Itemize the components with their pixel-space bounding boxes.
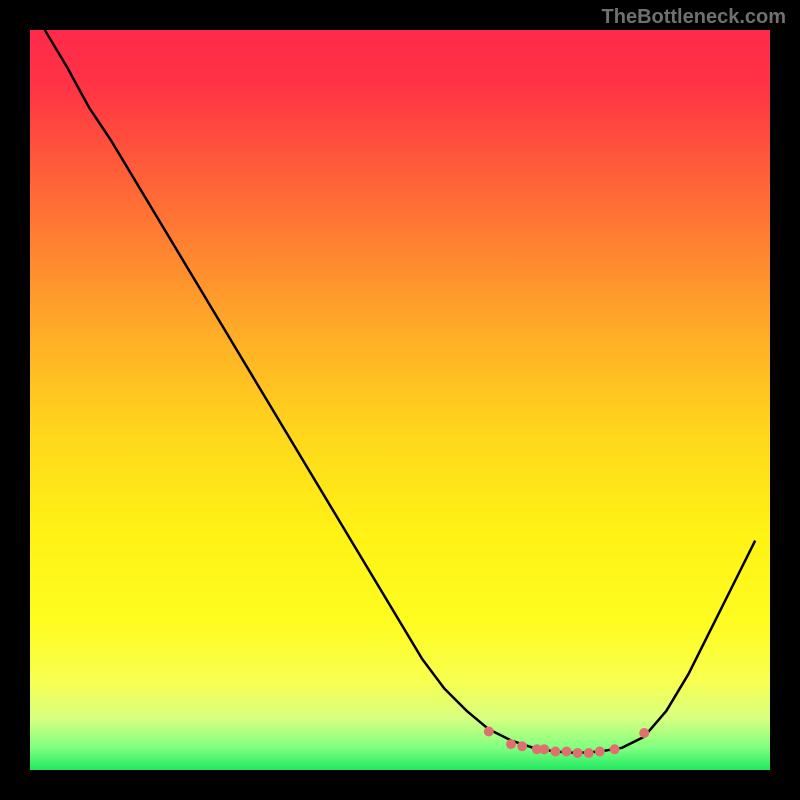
data-marker (610, 744, 620, 754)
data-marker (517, 741, 527, 751)
data-marker (595, 747, 605, 757)
chart-container: TheBottleneck.com (0, 0, 800, 800)
data-marker (584, 748, 594, 758)
data-marker (562, 747, 572, 757)
data-marker (506, 739, 516, 749)
data-marker (550, 747, 560, 757)
bottleneck-chart (0, 0, 800, 800)
data-marker (539, 744, 549, 754)
data-marker (639, 728, 649, 738)
data-marker (484, 727, 494, 737)
data-marker (573, 748, 583, 758)
watermark-text: TheBottleneck.com (602, 6, 786, 29)
plot-background (30, 30, 770, 770)
